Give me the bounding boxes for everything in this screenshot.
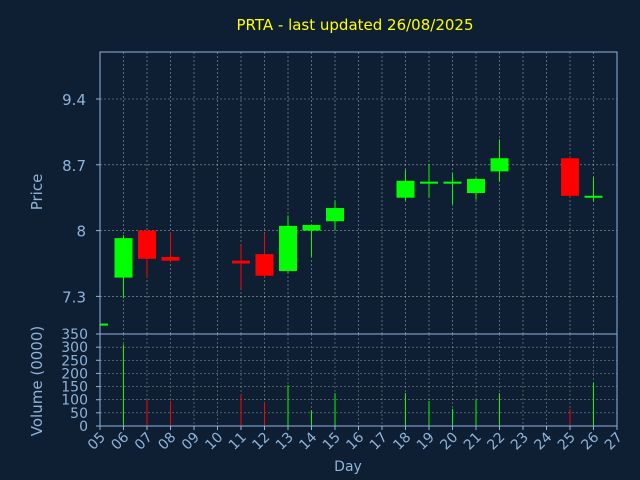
price-y-tick-label: 9.4: [62, 91, 86, 109]
price-candles: [100, 139, 603, 326]
axes: 05 06 07 08 09 10 11 12 13 14 15 16 17 18 19 20 21 22 23 24…: [61, 51, 626, 454]
volume-grid: [100, 333, 617, 427]
candle-body: [326, 208, 344, 222]
x-tick-label: 26: [578, 429, 602, 453]
volume-y-tick-label: 50: [70, 406, 88, 422]
x-tick-label: 12: [249, 430, 273, 454]
volume-y-tick-label: 100: [61, 393, 88, 409]
x-tick-label: 05: [85, 430, 109, 454]
x-tick-label: 23: [508, 430, 532, 454]
candle-body: [100, 323, 108, 326]
price-grid: [100, 52, 617, 334]
price-y-tick-label: 7.3: [62, 288, 86, 306]
x-tick-label: 21: [461, 430, 485, 454]
x-tick-label: 18: [390, 430, 414, 454]
volume-panel-frame: [99, 333, 618, 427]
x-tick-label: 11: [226, 430, 250, 454]
volume-y-tick-label: 350: [61, 327, 88, 343]
volume-y-tick-label: 300: [61, 340, 88, 356]
volume-bars: [123, 344, 594, 426]
candle-body: [232, 260, 250, 264]
x-tick-label: 14: [296, 429, 320, 453]
volume-y-tick-label: 200: [61, 366, 88, 382]
candle-body: [255, 254, 274, 276]
candle-body: [114, 238, 133, 278]
volume-y-tick-label: 0: [79, 419, 88, 435]
x-tick-label: 13: [273, 430, 297, 454]
x-tick-label: 10: [202, 430, 226, 454]
x-tick-label: 25: [555, 430, 579, 454]
volume-axis-label: Volume (0000): [28, 326, 46, 436]
x-tick-label: 06: [108, 429, 132, 453]
x-tick-label: 16: [343, 429, 367, 453]
candle-body: [161, 256, 180, 261]
price-y-tick-label: 8: [76, 223, 86, 241]
x-tick-label: 17: [367, 430, 391, 454]
candle-body: [279, 225, 297, 272]
x-tick-label: 20: [437, 430, 461, 454]
x-tick-label: 09: [179, 430, 203, 454]
candle-body: [561, 158, 579, 196]
chart-title: PRTA - last updated 26/08/2025: [236, 16, 473, 34]
x-tick-label: 24: [531, 429, 555, 453]
candle-body: [138, 230, 156, 259]
candle-body: [302, 224, 321, 231]
x-tick-label: 27: [602, 430, 626, 454]
x-tick-label: 08: [155, 430, 179, 454]
price-axis-label: Price: [28, 174, 46, 211]
x-axis-label: Day: [334, 459, 362, 475]
candle-body: [490, 158, 509, 172]
candle-body: [420, 181, 438, 184]
price-y-tick-label: 8.7: [62, 157, 86, 175]
x-tick-label: 15: [320, 430, 344, 454]
x-tick-label: 19: [414, 430, 438, 454]
x-tick-label: 07: [132, 430, 156, 454]
candle-body: [396, 180, 415, 198]
volume-y-tick-label: 150: [61, 380, 88, 396]
x-tick-label: 22: [484, 430, 508, 454]
candle-body: [467, 178, 485, 193]
candle-body: [584, 195, 603, 198]
candle-body: [443, 181, 462, 184]
volume-y-tick-label: 250: [61, 353, 88, 369]
